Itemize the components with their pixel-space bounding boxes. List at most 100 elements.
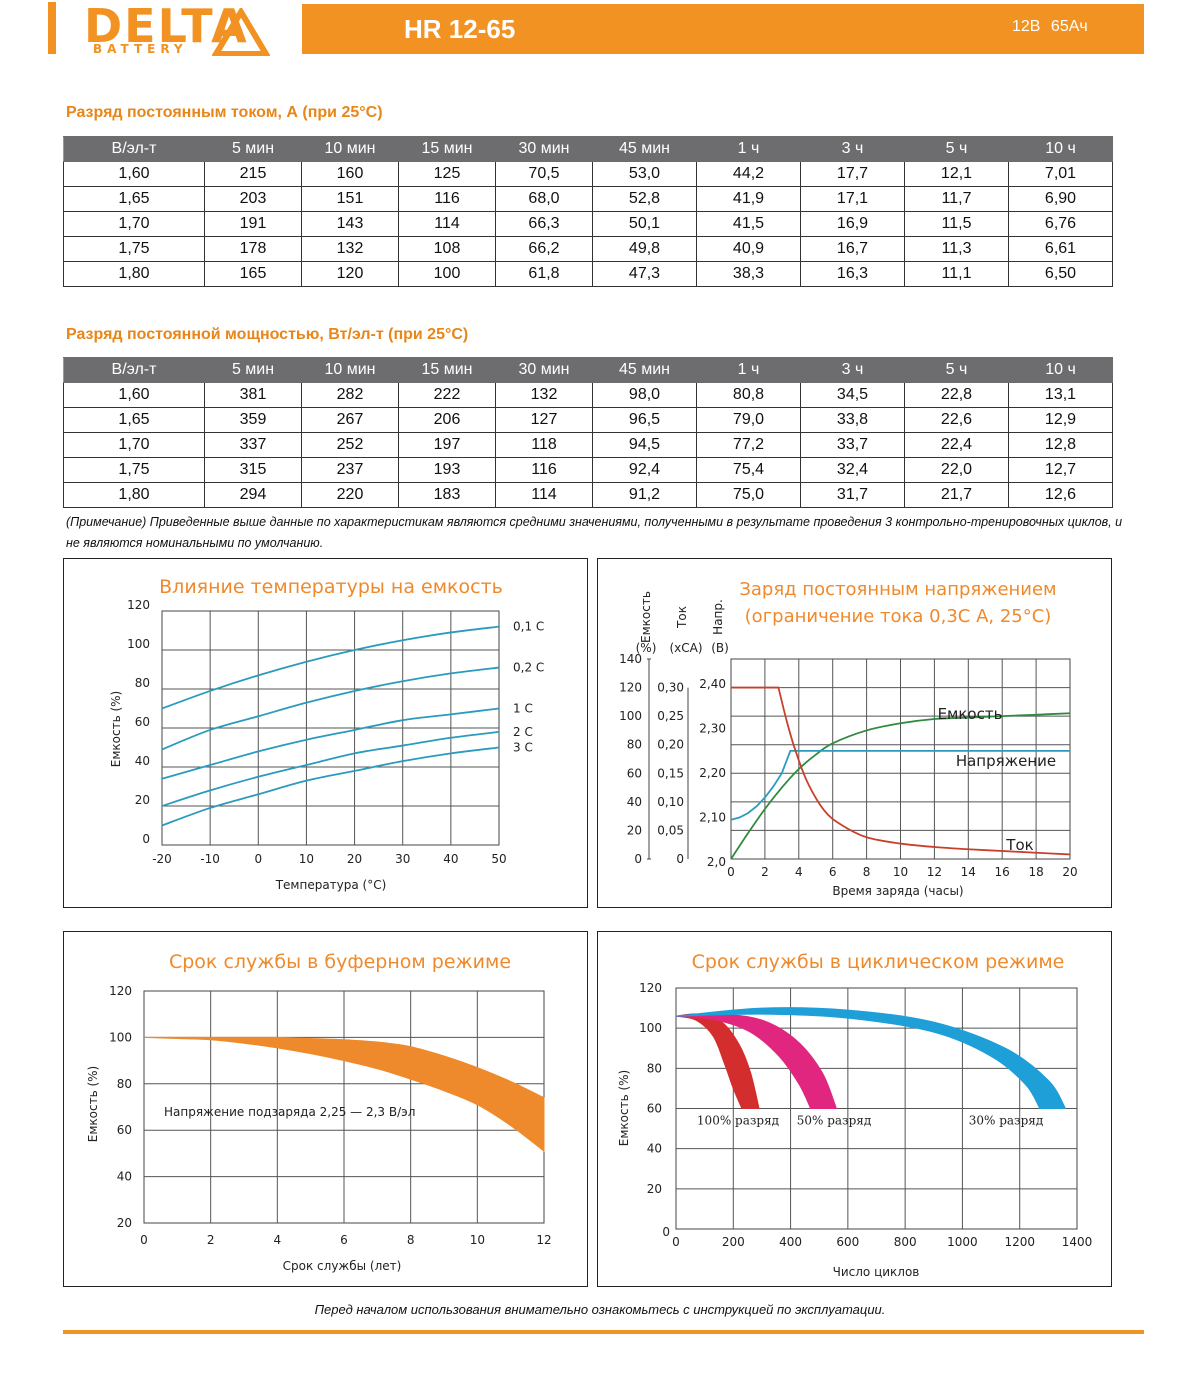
x-axis-label: Температура (°С) <box>275 878 387 892</box>
capacity-tick-label: 60 <box>627 766 642 780</box>
x-tick-label: 2 <box>761 865 769 879</box>
table-cell: 1,65 <box>63 407 205 433</box>
x-tick-label: 40 <box>443 852 458 866</box>
column-header: 5 ч <box>904 357 1009 383</box>
table-cell: 120 <box>301 261 399 287</box>
series-line <box>161 731 500 807</box>
x-tick-label: 30 <box>395 852 410 866</box>
current-tick-label: 0,20 <box>657 738 684 752</box>
table-cell: 125 <box>398 161 496 187</box>
x-tick-label: 600 <box>836 1235 859 1249</box>
table-cell: 1,60 <box>63 382 205 408</box>
table-cell: 132 <box>301 236 399 262</box>
column-header: 45 мин <box>592 136 697 162</box>
table-cell: 6,61 <box>1008 236 1113 262</box>
voltage-tick-label: 2,0 <box>707 855 726 869</box>
table-cell: 22,6 <box>904 407 1009 433</box>
float-service-life-chart: Срок службы в буферном режиме 0 2 4 6 8 10 12 20… <box>63 931 588 1287</box>
column-header: 45 мин <box>592 357 697 383</box>
table-cell: 16,3 <box>800 261 905 287</box>
column-header: 10 мин <box>301 136 399 162</box>
x-tick-label: 20 <box>347 852 362 866</box>
table-cell: 50,1 <box>592 211 697 237</box>
x-tick-label: 4 <box>274 1233 282 1247</box>
table-cell: 47,3 <box>592 261 697 287</box>
life-band-area <box>143 1036 545 1153</box>
table-cell: 77,2 <box>696 432 801 458</box>
capacity-tick-label: 0 <box>634 852 642 866</box>
table-cell: 22,4 <box>904 432 1009 458</box>
series-label: 50% разряд <box>797 1114 872 1128</box>
y-axis-label: Емкость (%) <box>86 1066 100 1142</box>
table-cell: 252 <box>301 432 399 458</box>
x-tick-label: 1400 <box>1062 1235 1093 1249</box>
x-axis-label: Срок службы (лет) <box>283 1259 402 1273</box>
y-tick-label: 100 <box>127 637 150 651</box>
y-tick-label: 100 <box>109 1030 132 1044</box>
chart-title: Срок службы в циклическом режиме <box>692 951 1065 973</box>
table-cell: 98,0 <box>592 382 697 408</box>
series-label: 100% разряд <box>697 1114 779 1128</box>
table-cell: 49,8 <box>592 236 697 262</box>
x-tick-label: 800 <box>894 1235 917 1249</box>
x-tick-label: 8 <box>407 1233 415 1247</box>
table-cell: 1,60 <box>63 161 205 187</box>
table-cell: 108 <box>398 236 496 262</box>
x-tick-label: 2 <box>207 1233 215 1247</box>
y-axis-label: Емкость (%) <box>109 691 123 767</box>
table-cell: 220 <box>301 482 399 508</box>
table-note: (Примечание) Приведенные выше данные по … <box>66 515 1123 550</box>
brand-logo: DELTA <box>84 0 249 53</box>
axis-title: Ток <box>675 606 689 629</box>
table-row: 1,80 165 120 100 61,8 47,3 38,3 16,3 11,1 6,50 <box>63 261 1113 287</box>
table-cell: 34,5 <box>800 382 905 408</box>
table-cell: 16,7 <box>800 236 905 262</box>
table-cell: 183 <box>398 482 496 508</box>
axis-unit: (В) <box>711 641 729 655</box>
x-tick-label: 12 <box>536 1233 551 1247</box>
voltage-tick-label: 2,40 <box>699 677 726 691</box>
series-label: 2 С <box>513 725 533 739</box>
capacity-tick-label: 140 <box>619 652 642 666</box>
table-row: 1,70 337 252 197 118 94,5 77,2 33,7 22,4 12,8 <box>63 432 1113 458</box>
table-row: 1,75 178 132 108 66,2 49,8 40,9 16,7 11,3 6,61 <box>63 236 1113 262</box>
current-tick-label: 0,25 <box>657 709 684 723</box>
series-line <box>161 666 500 751</box>
table-cell: 91,2 <box>592 482 697 508</box>
table-cell: 143 <box>301 211 399 237</box>
column-header: 5 ч <box>904 136 1009 162</box>
x-tick-label: 0 <box>727 865 735 879</box>
series-line <box>730 749 1070 821</box>
column-header: 3 ч <box>800 357 905 383</box>
series-label: Напряжение <box>956 752 1056 770</box>
series-label: Ток <box>1005 836 1033 854</box>
logo-triangle-icon <box>212 8 270 56</box>
logo-accent-bar <box>48 2 56 54</box>
table-cell: 100 <box>398 261 496 287</box>
table-cell: 191 <box>204 211 302 237</box>
y-tick-label: 120 <box>127 598 150 612</box>
table-cell: 17,1 <box>800 186 905 212</box>
x-tick-label: 0 <box>140 1233 148 1247</box>
series-label: 0,2 С <box>513 661 544 675</box>
table-cell: 203 <box>204 186 302 212</box>
table-cell: 160 <box>301 161 399 187</box>
x-tick-label: 8 <box>863 865 871 879</box>
table-cell: 1,80 <box>63 261 205 287</box>
table-cell: 53,0 <box>592 161 697 187</box>
table-cell: 1,75 <box>63 236 205 262</box>
y-tick-label: 20 <box>647 1182 662 1196</box>
life-band-area <box>675 1013 838 1109</box>
table-cell: 33,8 <box>800 407 905 433</box>
x-tick-label: 10 <box>299 852 314 866</box>
power-discharge-title: Разряд постоянной мощностью, Вт/эл-т (пр… <box>66 326 469 343</box>
table-cell: 1,70 <box>63 211 205 237</box>
table-cell: 7,01 <box>1008 161 1113 187</box>
x-tick-label: 4 <box>795 865 803 879</box>
table-cell: 6,50 <box>1008 261 1113 287</box>
table-cell: 41,5 <box>696 211 801 237</box>
x-tick-label: 1200 <box>1004 1235 1035 1249</box>
capacity-tick-label: 100 <box>619 709 642 723</box>
capacity-tick-label: 120 <box>619 681 642 695</box>
